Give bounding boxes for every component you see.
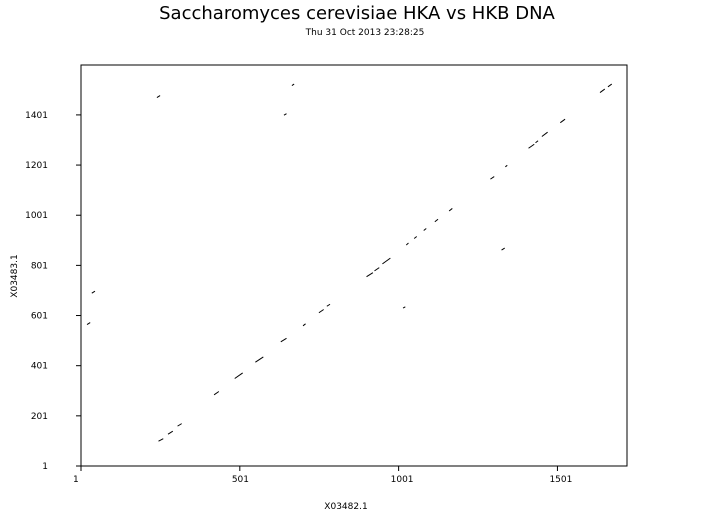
- y-tick-label: 401: [31, 362, 48, 372]
- match-segment: [156, 95, 161, 99]
- match-segment: [434, 218, 439, 223]
- match-segment: [326, 303, 331, 307]
- y-tick-label: 1: [42, 462, 48, 472]
- y-tick-label: 1201: [25, 161, 48, 171]
- match-segment: [490, 176, 495, 180]
- match-segment: [448, 208, 453, 212]
- match-segment: [541, 131, 548, 137]
- match-segment: [280, 337, 287, 343]
- x-tick-label: 1501: [549, 475, 572, 485]
- y-tick-label: 1401: [25, 111, 48, 121]
- match-segment: [167, 430, 174, 435]
- x-axis-label: X03482.1: [324, 502, 367, 512]
- y-tick-label: 601: [31, 312, 48, 322]
- match-segment: [535, 140, 539, 144]
- y-tick-label: 1001: [25, 211, 48, 221]
- x-tick-label: 501: [232, 475, 249, 485]
- y-axis-label: X03483.1: [10, 254, 20, 297]
- match-segment: [283, 113, 287, 116]
- x-tick-label: 1001: [391, 475, 414, 485]
- match-segment: [318, 309, 324, 314]
- match-segment: [382, 257, 391, 265]
- match-segment: [374, 267, 380, 272]
- match-segment: [405, 242, 409, 246]
- match-segment: [501, 247, 505, 251]
- match-segment: [255, 356, 264, 363]
- match-segment: [158, 438, 164, 442]
- plot-frame: [80, 64, 628, 467]
- match-segment: [366, 272, 374, 278]
- x-tick-label: 1: [73, 475, 79, 485]
- y-tick-label: 201: [31, 412, 48, 422]
- match-segment: [91, 290, 96, 294]
- match-segment: [177, 423, 182, 427]
- x-axis: 1 501 1001 1501: [73, 466, 572, 485]
- chart-title: Saccharomyces cerevisiae HKA vs HKB DNA: [159, 3, 555, 24]
- match-segment: [413, 236, 418, 239]
- match-segment: [234, 372, 243, 379]
- match-segment: [291, 83, 295, 86]
- match-segment: [423, 228, 427, 231]
- match-segment: [302, 323, 306, 327]
- match-segment: [607, 83, 613, 88]
- match-segment: [560, 118, 566, 124]
- match-segment: [402, 306, 406, 309]
- match-segment: [213, 391, 220, 396]
- y-tick-label: 801: [31, 261, 48, 271]
- match-segment: [528, 143, 535, 149]
- chart-subtitle: Thu 31 Oct 2013 23:28:25: [305, 28, 425, 38]
- match-segment: [505, 164, 508, 168]
- match-segment: [86, 322, 91, 325]
- match-segments: [86, 83, 613, 442]
- match-segment: [599, 88, 606, 93]
